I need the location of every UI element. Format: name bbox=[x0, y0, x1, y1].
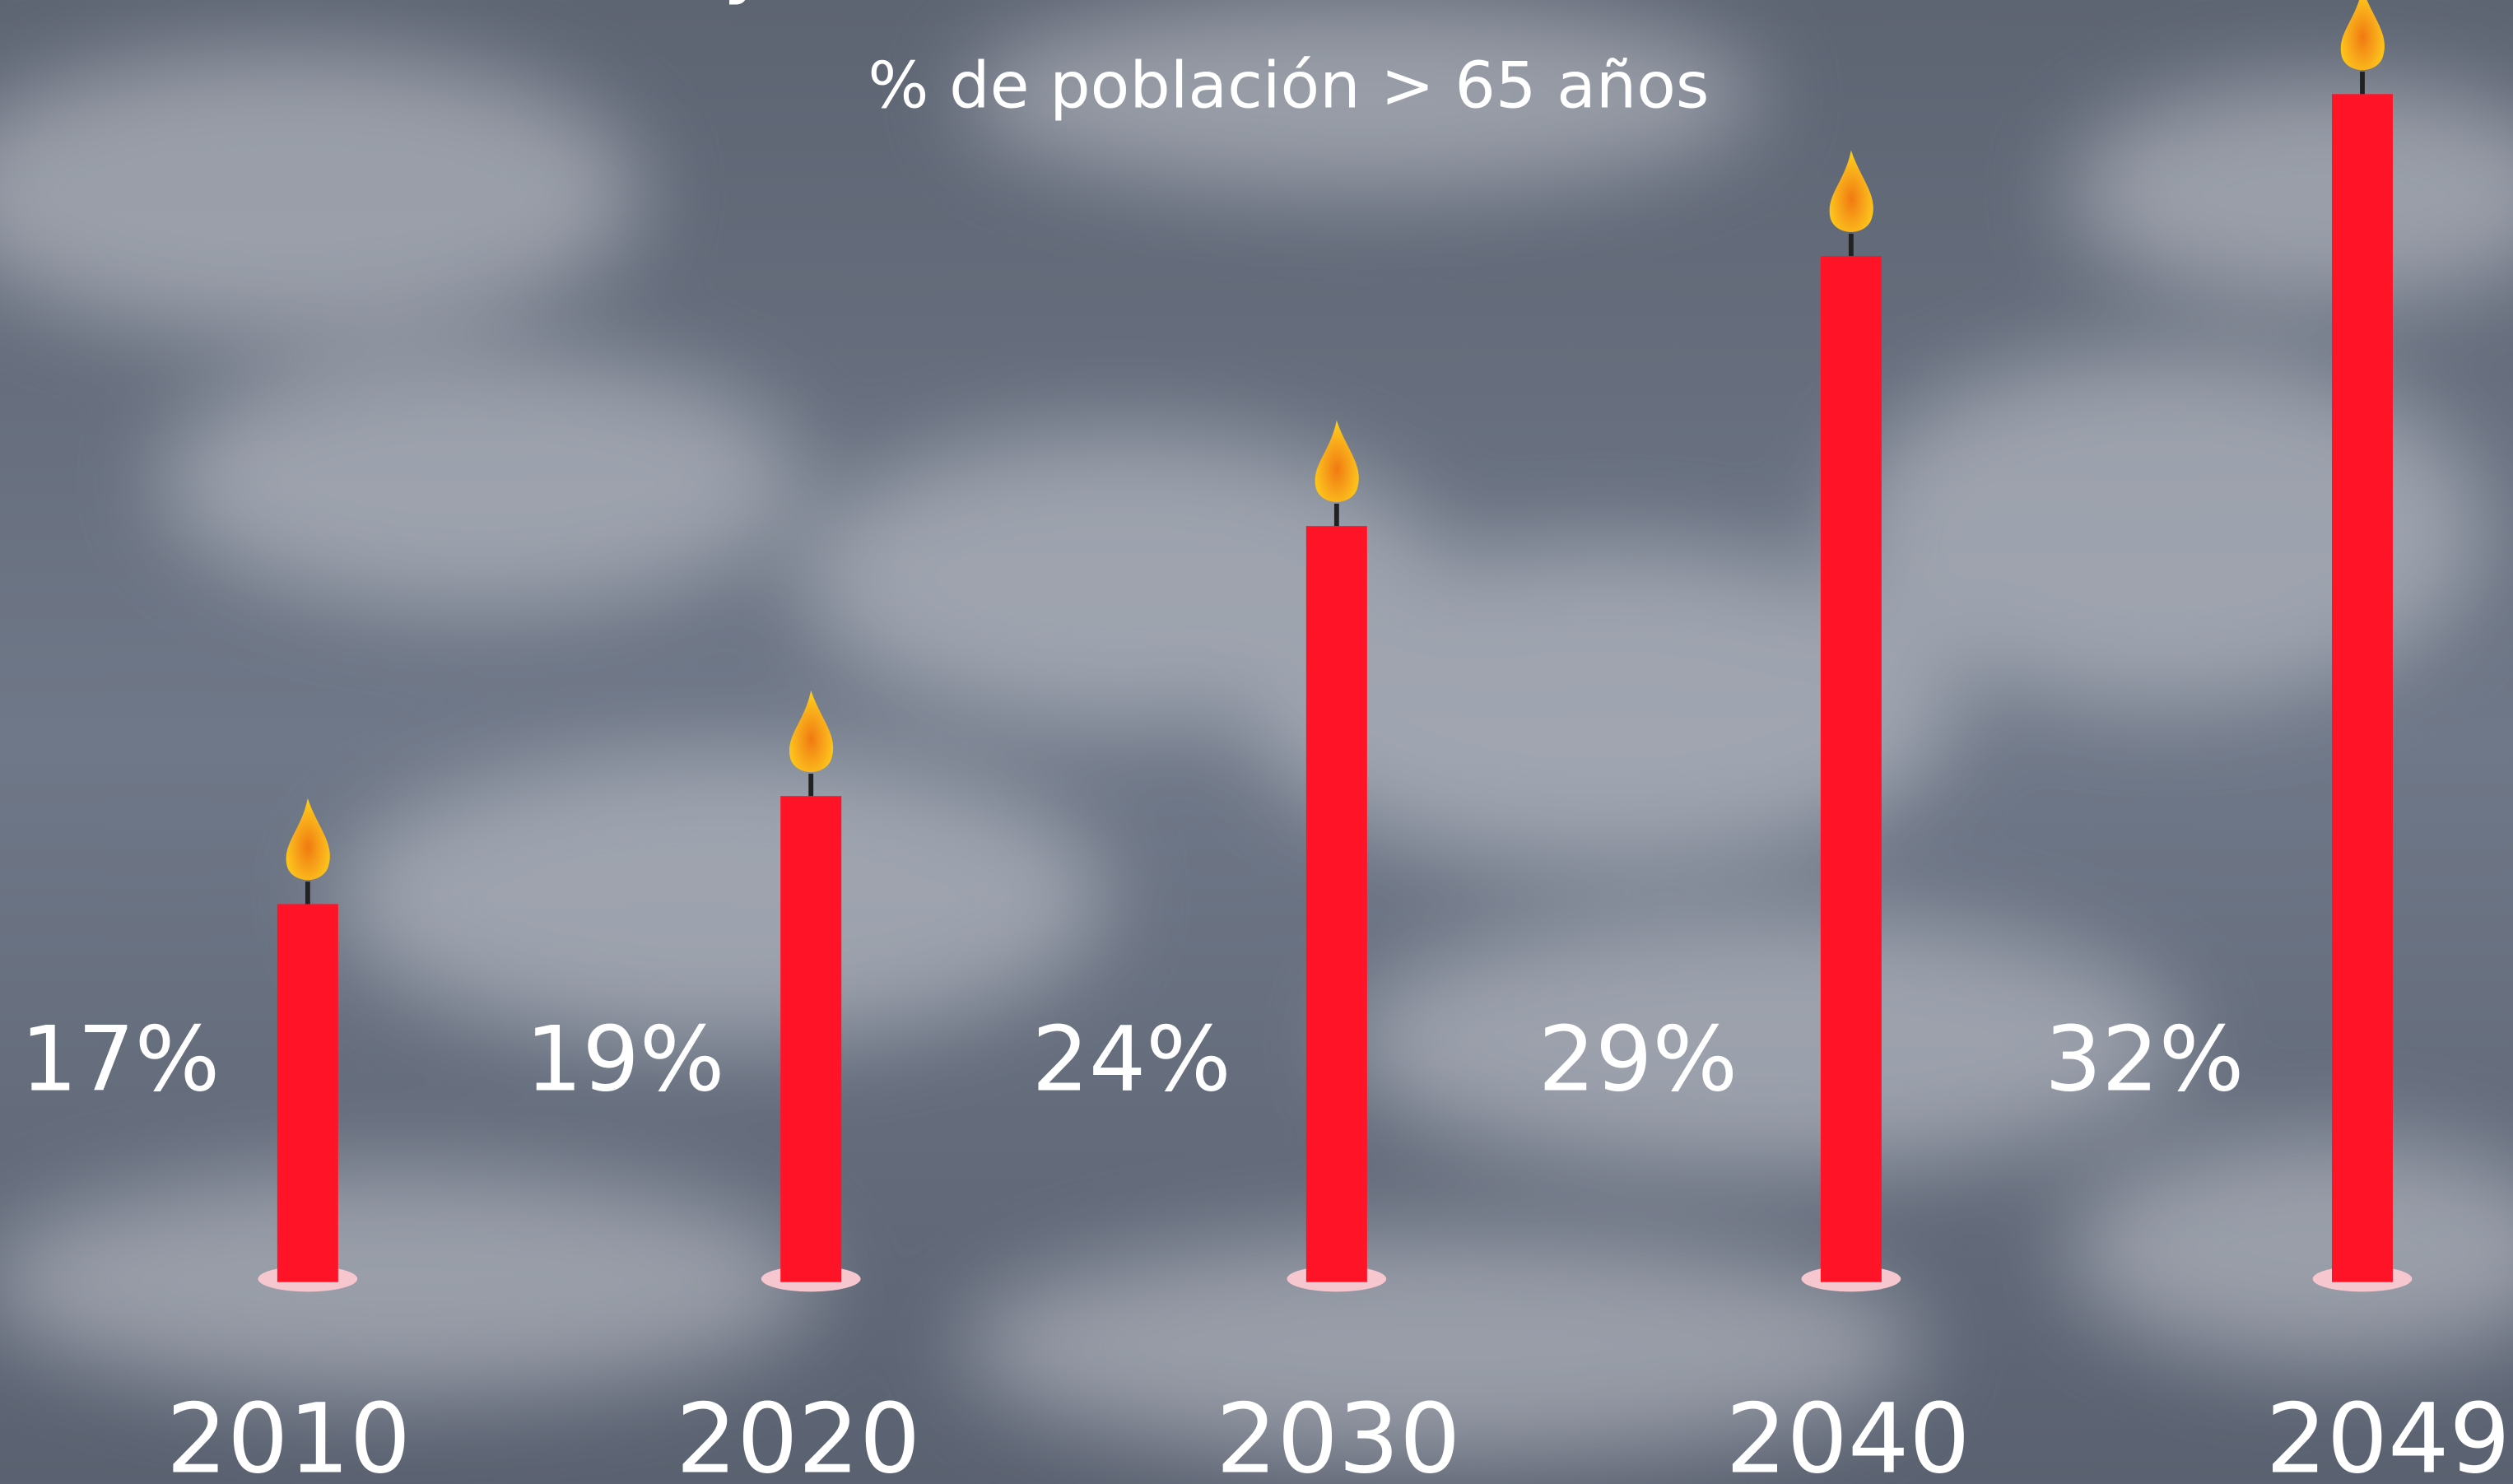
bar bbox=[780, 796, 841, 1282]
bar bbox=[1306, 526, 1367, 1282]
value-label: 19% bbox=[525, 1007, 724, 1112]
bar bbox=[277, 904, 338, 1282]
bar bbox=[2332, 94, 2393, 1282]
chart: Mayores de 65 años en el Mundo % de pobl… bbox=[0, 0, 2513, 1484]
x-tick-label: 2020 bbox=[676, 1383, 920, 1484]
chart-subtitle: % de población > 65 años bbox=[868, 49, 1709, 123]
x-tick-label: 2010 bbox=[166, 1383, 411, 1484]
chart-title: Mayores de 65 años en el Mundo bbox=[600, 0, 1978, 7]
value-label: 29% bbox=[1538, 1007, 1738, 1112]
value-label: 17% bbox=[21, 1007, 220, 1112]
x-tick-label: 2030 bbox=[1216, 1383, 1460, 1484]
x-tick-label: 2040 bbox=[1725, 1383, 1970, 1484]
page: {"chart_data": {"type": "bar", "title": … bbox=[0, 0, 2513, 1484]
value-label: 32% bbox=[2045, 1007, 2244, 1112]
x-tick-label: 2049 bbox=[2265, 1383, 2510, 1484]
bar bbox=[1821, 256, 1882, 1282]
value-label: 24% bbox=[1031, 1007, 1231, 1112]
